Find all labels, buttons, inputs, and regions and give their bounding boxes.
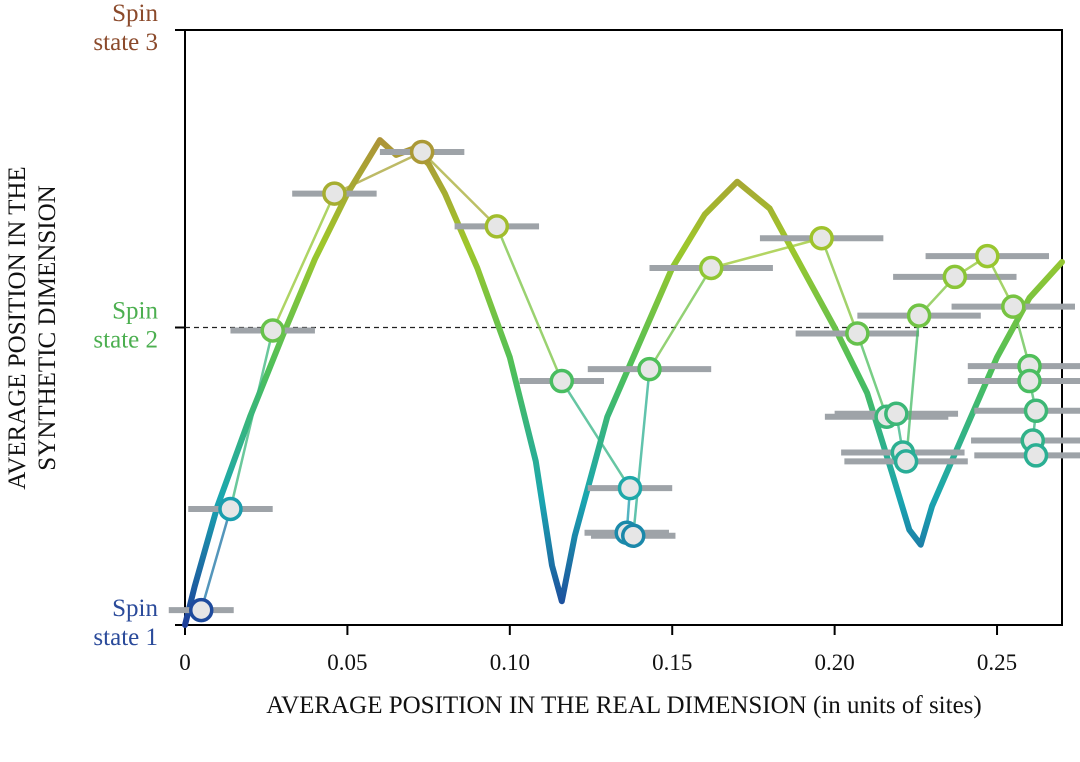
- y-tick-label: Spin state 3: [93, 0, 158, 56]
- theory-curve: [182, 137, 1065, 628]
- connector-line: [856, 333, 888, 418]
- x-tick-label: 0.15: [652, 650, 692, 675]
- connector-line: [648, 267, 713, 370]
- data-point: [409, 139, 435, 165]
- data-point: [620, 523, 646, 548]
- data-point: [975, 243, 1000, 269]
- data-point: [809, 226, 834, 251]
- data-point: [1023, 398, 1049, 424]
- connector-line: [333, 150, 423, 195]
- data-point: [698, 255, 724, 281]
- data-point: [1001, 294, 1026, 319]
- data-point: [906, 303, 932, 328]
- y-axis-ticks: [175, 29, 185, 626]
- y-tick-label: Spin state 1: [93, 595, 158, 651]
- data-point: [942, 264, 968, 290]
- connector-line: [421, 151, 498, 228]
- y-axis-tick-labels: Spin state 3 Spin state 2 Spin state 1: [93, 0, 158, 651]
- y-tick-label: Spin state 2: [93, 298, 158, 354]
- data-point: [218, 496, 243, 522]
- x-axis-tick-labels: 0 0.05 0.10 0.15 0.20 0.25: [179, 650, 1017, 675]
- connector-line: [229, 330, 274, 510]
- connector-line: [200, 508, 232, 611]
- data-point: [188, 597, 214, 623]
- connector-line: [632, 369, 651, 536]
- data-point: [893, 449, 919, 474]
- data-point: [637, 356, 662, 382]
- data-points: [188, 139, 1049, 623]
- data-point: [484, 214, 510, 239]
- connector-line: [560, 380, 632, 489]
- data-point: [617, 475, 643, 501]
- y-axis-label-line-2: SYNTHETIC DIMENSION: [34, 185, 61, 470]
- x-tick-label: 0.10: [490, 650, 530, 675]
- y-axis-label-line-1: AVERAGE POSITION IN THE: [4, 166, 31, 489]
- data-point: [1023, 443, 1049, 468]
- connector-line: [820, 237, 859, 334]
- connector-line: [904, 315, 921, 462]
- connector-line: [495, 225, 563, 382]
- data-point: [845, 321, 870, 346]
- data-point: [884, 401, 909, 427]
- data-point: [1017, 368, 1042, 394]
- data-point: [260, 318, 285, 343]
- connector-line: [710, 237, 822, 270]
- connector-line: [271, 193, 336, 331]
- x-axis-ticks: [184, 625, 999, 635]
- data-point: [549, 368, 575, 394]
- x-tick-label: 0.25: [977, 650, 1017, 675]
- x-tick-label: 0.05: [327, 650, 367, 675]
- x-tick-label: 0.20: [815, 650, 855, 675]
- x-axis-label: AVERAGE POSITION IN THE REAL DIMENSION (…: [266, 692, 981, 719]
- x-tick-label: 0: [179, 650, 191, 675]
- data-point: [322, 181, 347, 206]
